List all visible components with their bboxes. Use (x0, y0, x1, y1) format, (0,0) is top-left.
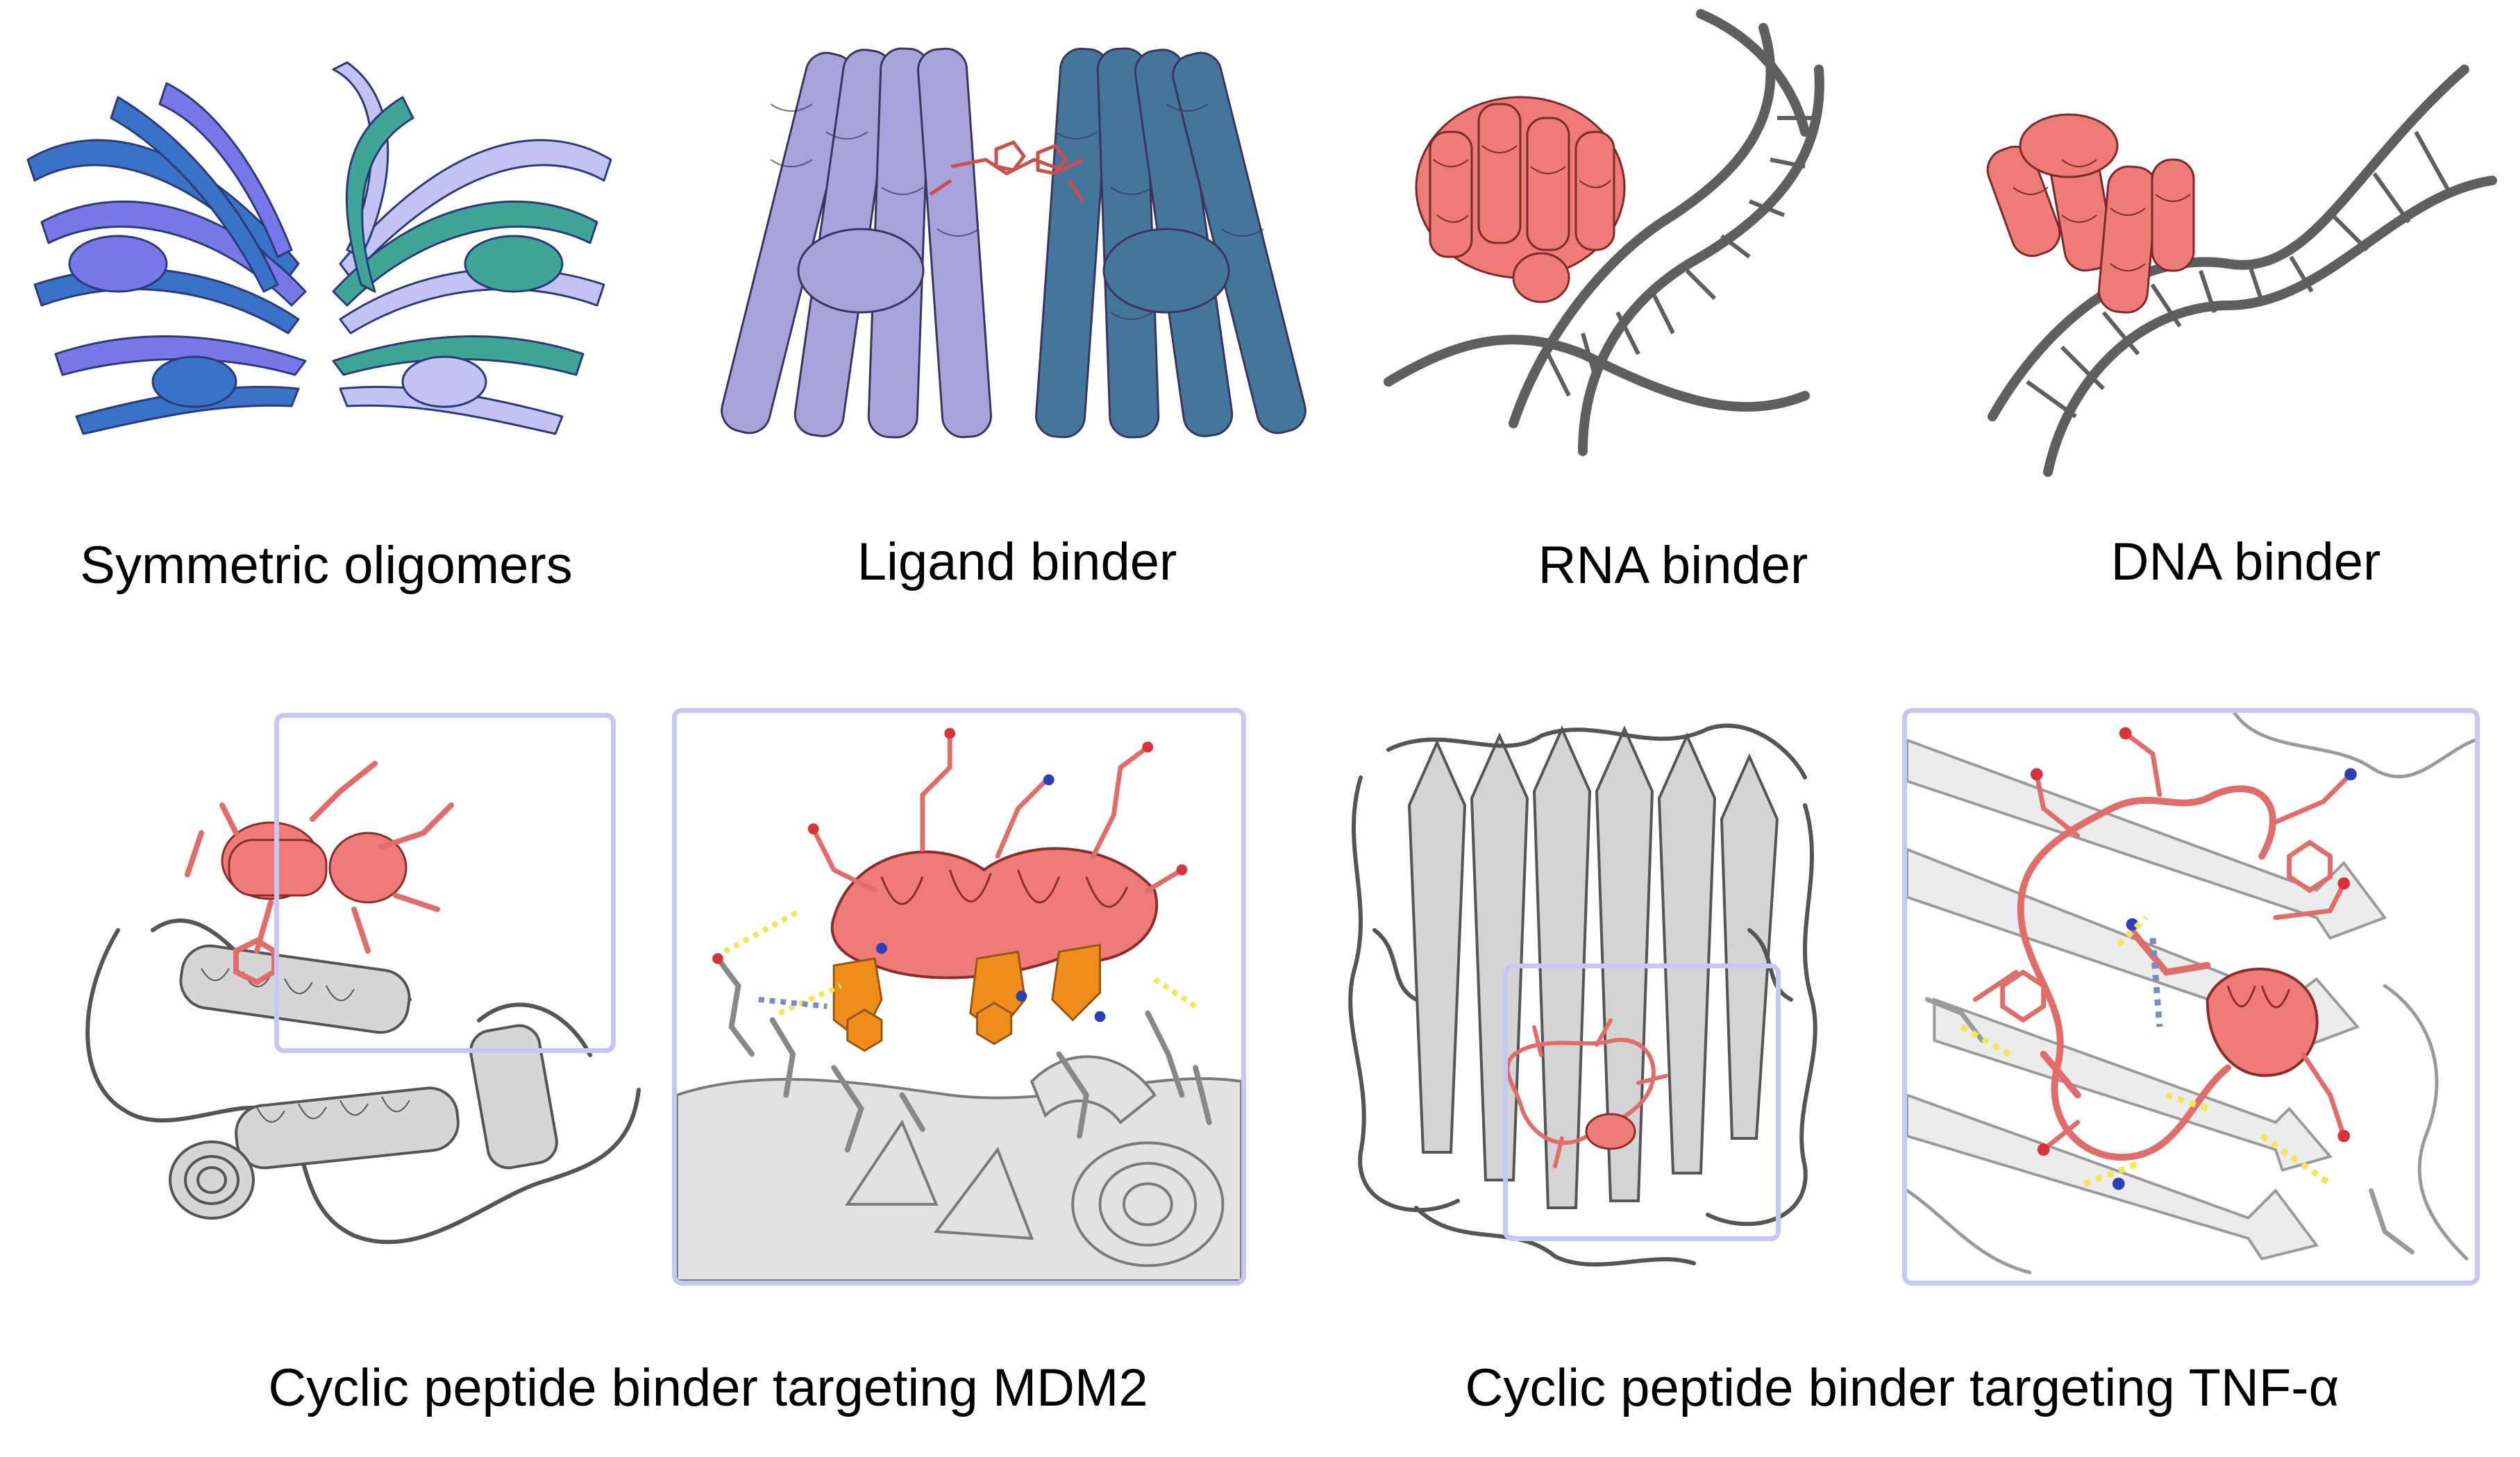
ligand-binder-structure (721, 21, 1319, 472)
caption-cyclic-peptide-mdm2: Cyclic peptide binder targeting MDM2 (268, 1358, 1148, 1417)
caption-cyclic-peptide-tnf: Cyclic peptide binder targeting TNF-α (1465, 1358, 2340, 1417)
caption-symmetric-oligomers: Symmetric oligomers (80, 536, 573, 595)
dna-binder-structure (1965, 56, 2499, 486)
caption-ligand-binder: Ligand binder (857, 532, 1177, 591)
tnf-zoom-panel-frame (1902, 708, 2480, 1286)
mdm2-zoom-region-frame (274, 713, 616, 1053)
symmetric-oligomer-structure (14, 56, 625, 472)
tnf-overview-structure (1333, 722, 1833, 1277)
caption-dna-binder: DNA binder (2110, 532, 2381, 591)
rna-binder-structure (1375, 7, 1860, 479)
mdm2-zoom-panel-frame (672, 708, 1246, 1286)
caption-rna-binder: RNA binder (1538, 536, 1808, 595)
tnf-zoom-region-frame (1503, 963, 1781, 1241)
